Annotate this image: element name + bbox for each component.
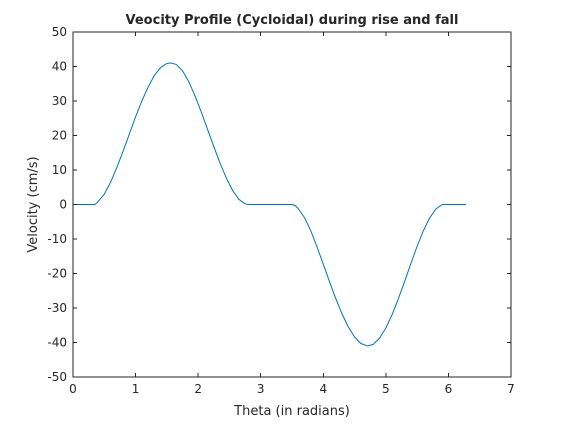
x-tick-label: 2 — [194, 382, 202, 396]
y-tick-label: -30 — [47, 301, 67, 315]
y-tick-label: -10 — [47, 232, 67, 246]
y-tick-label: 50 — [52, 25, 67, 39]
x-tick-label: 1 — [132, 382, 140, 396]
y-tick-label: -20 — [47, 267, 67, 281]
x-tick-label: 3 — [257, 382, 265, 396]
y-tick-label: -50 — [47, 370, 67, 384]
y-axis-label: Velocity (cm/s) — [26, 156, 41, 252]
y-tick-label: 40 — [52, 60, 67, 74]
series-layer — [73, 62, 466, 347]
y-tick-label: 20 — [52, 129, 67, 143]
y-tick-label: -40 — [47, 336, 67, 350]
x-tick-label: 4 — [319, 382, 327, 396]
y-tick-label: 30 — [52, 94, 67, 108]
chart-title: Veocity Profile (Cycloidal) during rise … — [126, 13, 459, 28]
x-tick-label: 5 — [382, 382, 390, 396]
series-line-velocity — [73, 62, 466, 347]
x-tick-label: 7 — [507, 382, 515, 396]
y-tick-label: 10 — [52, 163, 67, 177]
y-tick-label: 0 — [59, 198, 67, 212]
axes-layer: 0 1 2 3 4 5 6 7 -50 -40 -30 -20 -10 0 10 20 30 40 50 — [47, 25, 514, 396]
x-tick-label: 0 — [69, 382, 77, 396]
x-axis-label: Theta (in radians) — [233, 404, 350, 419]
x-tick-label: 6 — [445, 382, 453, 396]
